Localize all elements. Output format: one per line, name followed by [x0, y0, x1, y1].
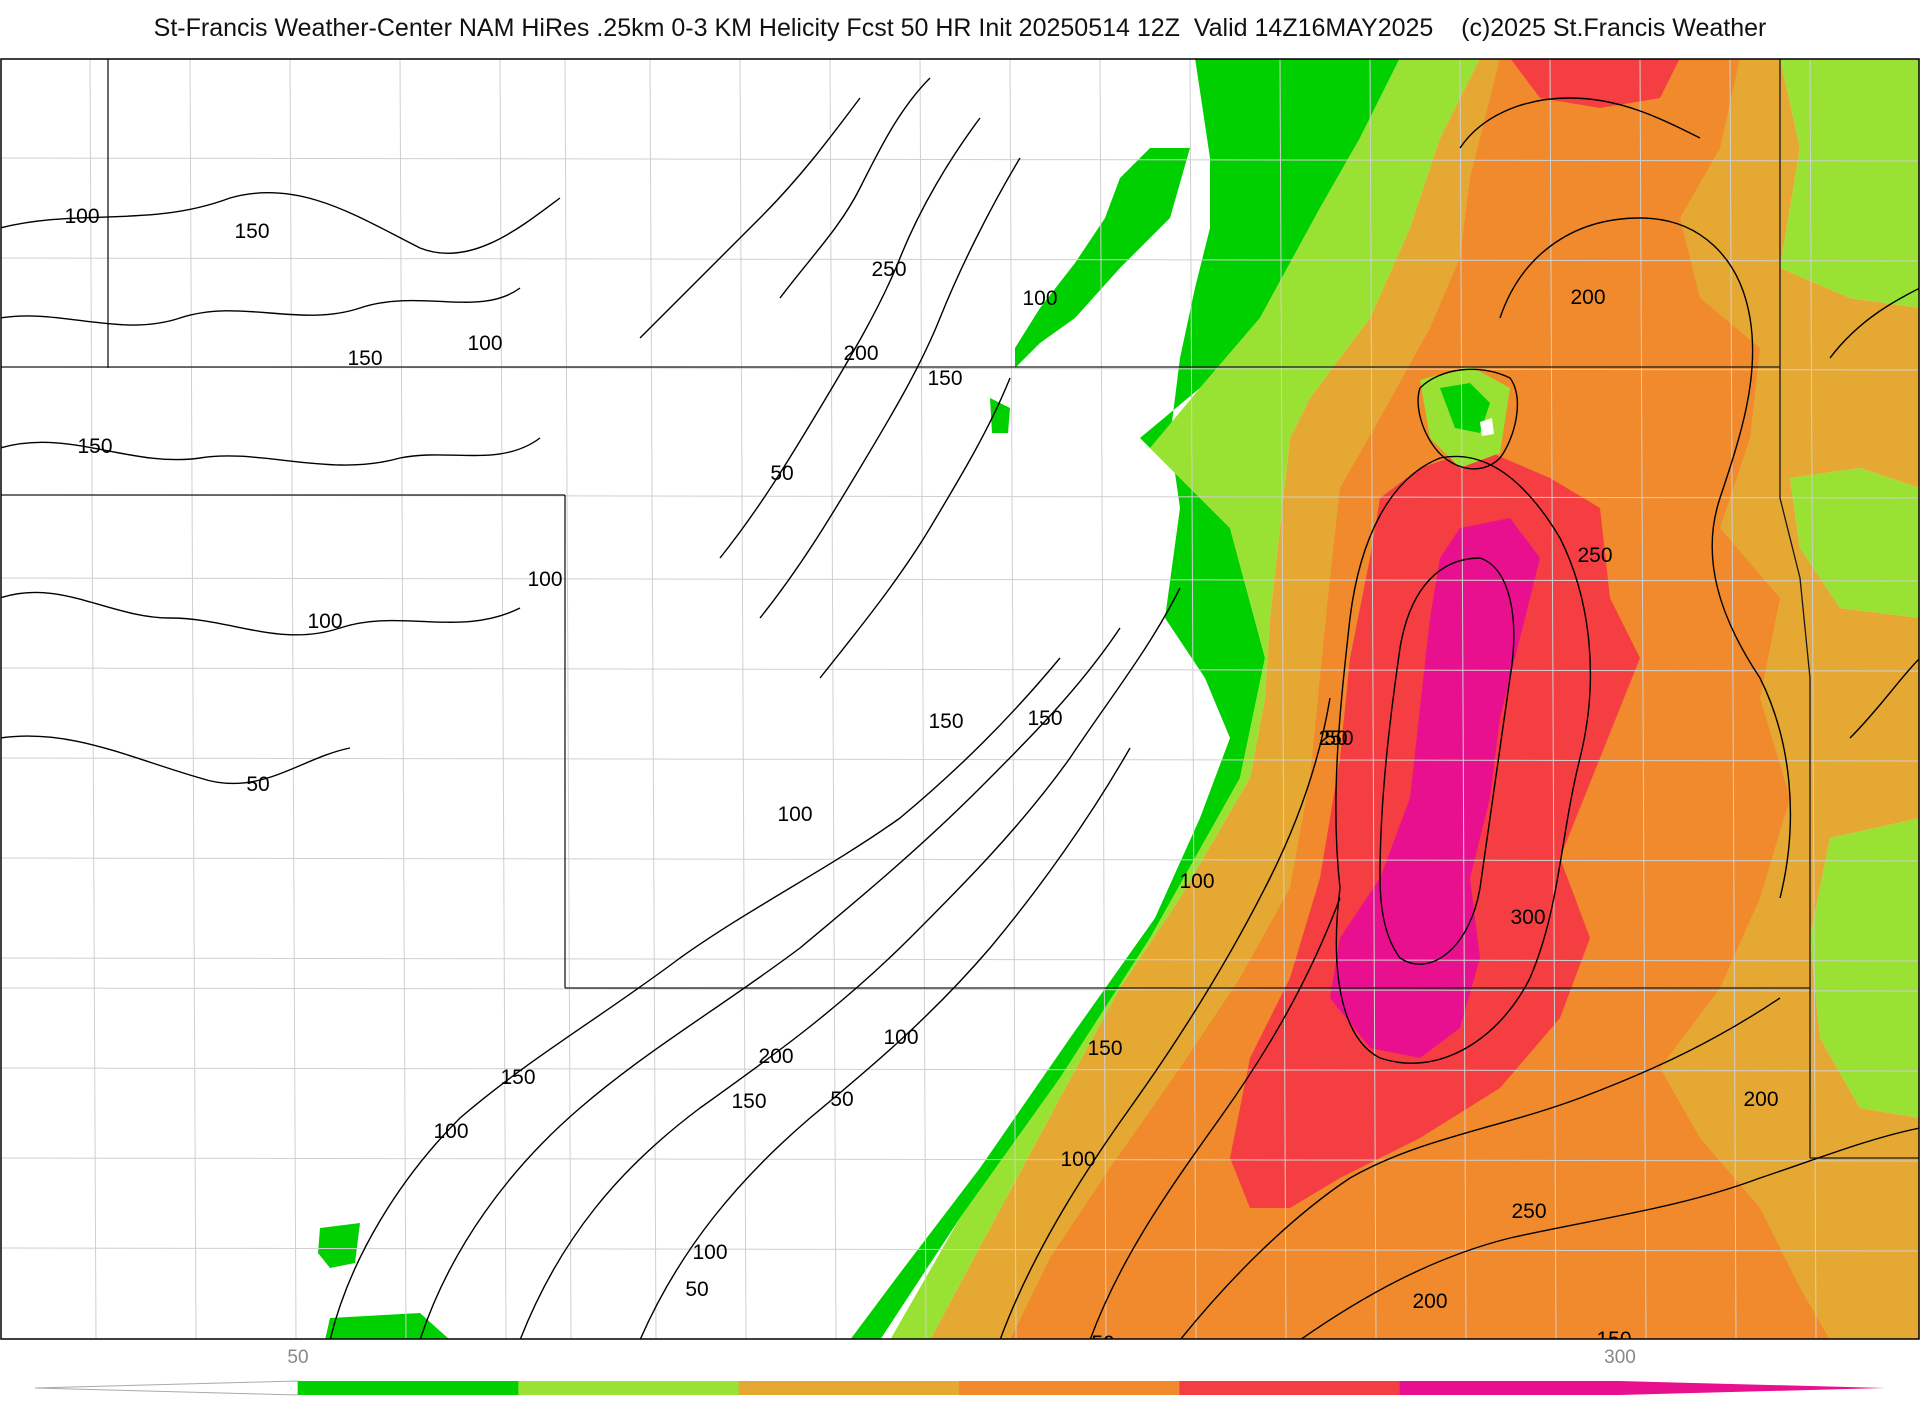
colorbar: 50 300 — [0, 1340, 1920, 1400]
colorbar-segments — [298, 1381, 1621, 1395]
contour-label: 50 — [685, 1278, 708, 1301]
helicity-map: 100 150 150 100 150 100 250 200 150 100 150 50 100 10… — [0, 58, 1920, 1340]
contour-label: 100 — [1060, 1148, 1095, 1171]
contour-label: 200 — [843, 342, 878, 365]
contour-labels: 100 150 150 100 150 100 250 200 150 100 150 50 100 10… — [64, 205, 1778, 1340]
contour-label: 200 — [1743, 1088, 1778, 1111]
contour-label: 150 — [1087, 1037, 1122, 1060]
contour-label: 100 — [307, 610, 342, 633]
contour-label: 50 — [246, 773, 269, 796]
state-boundaries — [1, 59, 1919, 1159]
colorbar-segment — [738, 1381, 960, 1395]
contour-label: 100 — [777, 803, 812, 826]
contour-label: 100 — [467, 332, 502, 355]
contour-label: 250 — [871, 258, 906, 281]
contour-label: 150 — [927, 367, 962, 390]
contour-label: 100 — [1179, 870, 1214, 893]
contour-label: 250 — [1318, 727, 1353, 750]
contour-label: 100 — [1022, 287, 1057, 310]
colorbar-segment — [298, 1381, 519, 1395]
contour-label: 50 — [830, 1088, 853, 1111]
helicity-band-300 — [1330, 518, 1540, 1058]
helicity-band-100 — [890, 59, 1919, 1339]
contour-label: 150 — [1027, 707, 1062, 730]
colorbar-right-arrow — [1620, 1381, 1885, 1395]
colorbar-max-label: 300 — [1604, 1347, 1636, 1368]
helicity-fill — [318, 59, 1919, 1339]
contour-label: 100 — [433, 1120, 468, 1143]
contour-label: 150 — [1596, 1328, 1631, 1340]
contour-label: 50 — [1091, 1332, 1114, 1340]
colorbar-min-label: 50 — [287, 1347, 308, 1368]
contour-label: 100 — [883, 1026, 918, 1049]
contour-label: 250 — [1577, 544, 1612, 567]
contour-label: 300 — [1510, 906, 1545, 929]
map-canvas: 100 150 150 100 150 100 250 200 150 100 150 50 100 10… — [0, 58, 1920, 1340]
map-border — [0, 58, 1920, 1340]
colorbar-svg: 50 300 — [34, 1347, 1885, 1396]
colorbar-segment — [1179, 1381, 1401, 1395]
contour-label: 50 — [770, 462, 793, 485]
contour-label: 200 — [1412, 1290, 1447, 1313]
helicity-band-50 — [318, 59, 1400, 1339]
contour-label: 150 — [234, 220, 269, 243]
contour-label: 150 — [347, 347, 382, 370]
contour-label: 100 — [692, 1241, 727, 1264]
contour-label: 150 — [500, 1066, 535, 1089]
colorbar-left-arrow — [34, 1380, 299, 1396]
boundary-missouri-west — [1779, 59, 1811, 1158]
contour-label: 100 — [527, 568, 562, 591]
contour-label: 200 — [758, 1045, 793, 1068]
map-title: St-Francis Weather-Center NAM HiRes .25k… — [153, 14, 1767, 42]
contour-label: 150 — [928, 710, 963, 733]
contour-label: 200 — [1570, 286, 1605, 309]
contour-label: 50 — [1324, 727, 1347, 750]
colorbar-segment — [959, 1381, 1180, 1395]
contour-label: 100 — [64, 205, 99, 228]
colorbar-segment — [518, 1381, 740, 1395]
contour-label: 250 — [1511, 1200, 1546, 1223]
helicity-contours — [1, 77, 1919, 1339]
contour-label: 150 — [77, 435, 112, 458]
contour-label: 150 — [731, 1090, 766, 1113]
colorbar-segment — [1399, 1381, 1621, 1395]
